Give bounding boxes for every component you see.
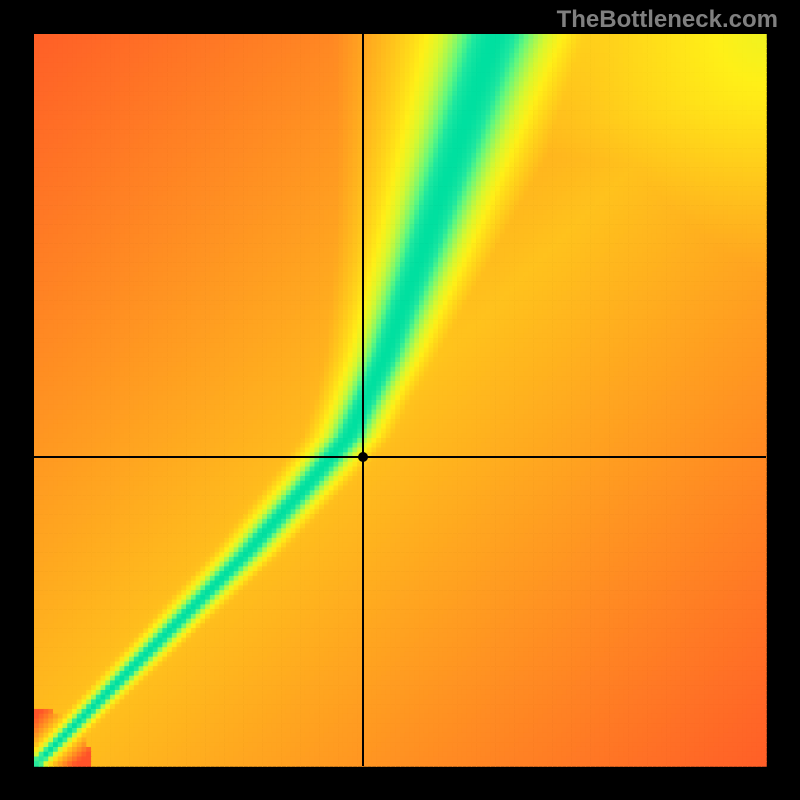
crosshair-marker-dot — [358, 452, 368, 462]
crosshair-horizontal — [34, 456, 766, 458]
watermark-text: TheBottleneck.com — [557, 6, 778, 34]
crosshair-vertical — [362, 34, 364, 766]
bottleneck-heatmap — [0, 0, 800, 800]
